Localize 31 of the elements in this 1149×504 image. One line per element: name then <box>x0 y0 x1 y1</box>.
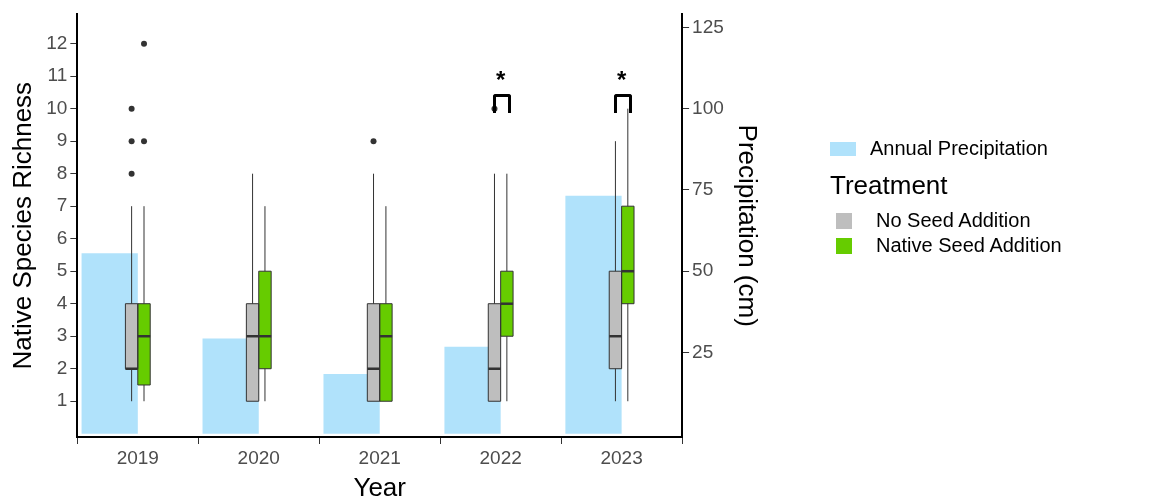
legend-label: Annual Precipitation <box>870 137 1048 160</box>
y-tick-label: 9 <box>56 129 68 151</box>
y2-tick-label: 100 <box>692 96 724 118</box>
x-tick-label: 2019 <box>116 446 159 468</box>
y2-axis-title: Precipitation (cm) <box>733 124 764 327</box>
legend-title: Treatment <box>830 170 949 201</box>
y-tick-label: 4 <box>56 291 68 313</box>
x-tick-label: 2021 <box>358 446 401 468</box>
x-tick-label: 2022 <box>479 446 522 468</box>
y-tick-label: 6 <box>56 226 68 248</box>
legend-label: Native Seed Addition <box>876 234 1062 257</box>
y-tick-label: 11 <box>47 64 68 86</box>
y-tick-label: 7 <box>56 194 68 216</box>
legend-label: No Seed Addition <box>876 209 1031 232</box>
y-tick-label: 1 <box>56 389 68 411</box>
y-tick-label: 3 <box>56 324 68 346</box>
y-tick-label: 10 <box>46 96 68 118</box>
y-tick-label: 2 <box>56 356 68 378</box>
x-tick-label: 2023 <box>600 446 643 468</box>
y2-tick-label: 50 <box>692 259 714 281</box>
y2-tick-label: 125 <box>692 15 724 37</box>
y-axis-title: Native Species Richness <box>6 81 37 370</box>
x-axis-title: Year <box>353 471 407 502</box>
y-tick-label: 5 <box>56 259 68 281</box>
y2-tick-label: 25 <box>692 340 714 362</box>
annotation: * <box>615 66 628 95</box>
y-tick-label: 8 <box>56 161 68 183</box>
annotation: * <box>495 66 507 95</box>
y2-tick-label: 75 <box>692 178 714 200</box>
y-tick-label: 12 <box>46 31 68 53</box>
x-tick-label: 2020 <box>237 446 280 468</box>
